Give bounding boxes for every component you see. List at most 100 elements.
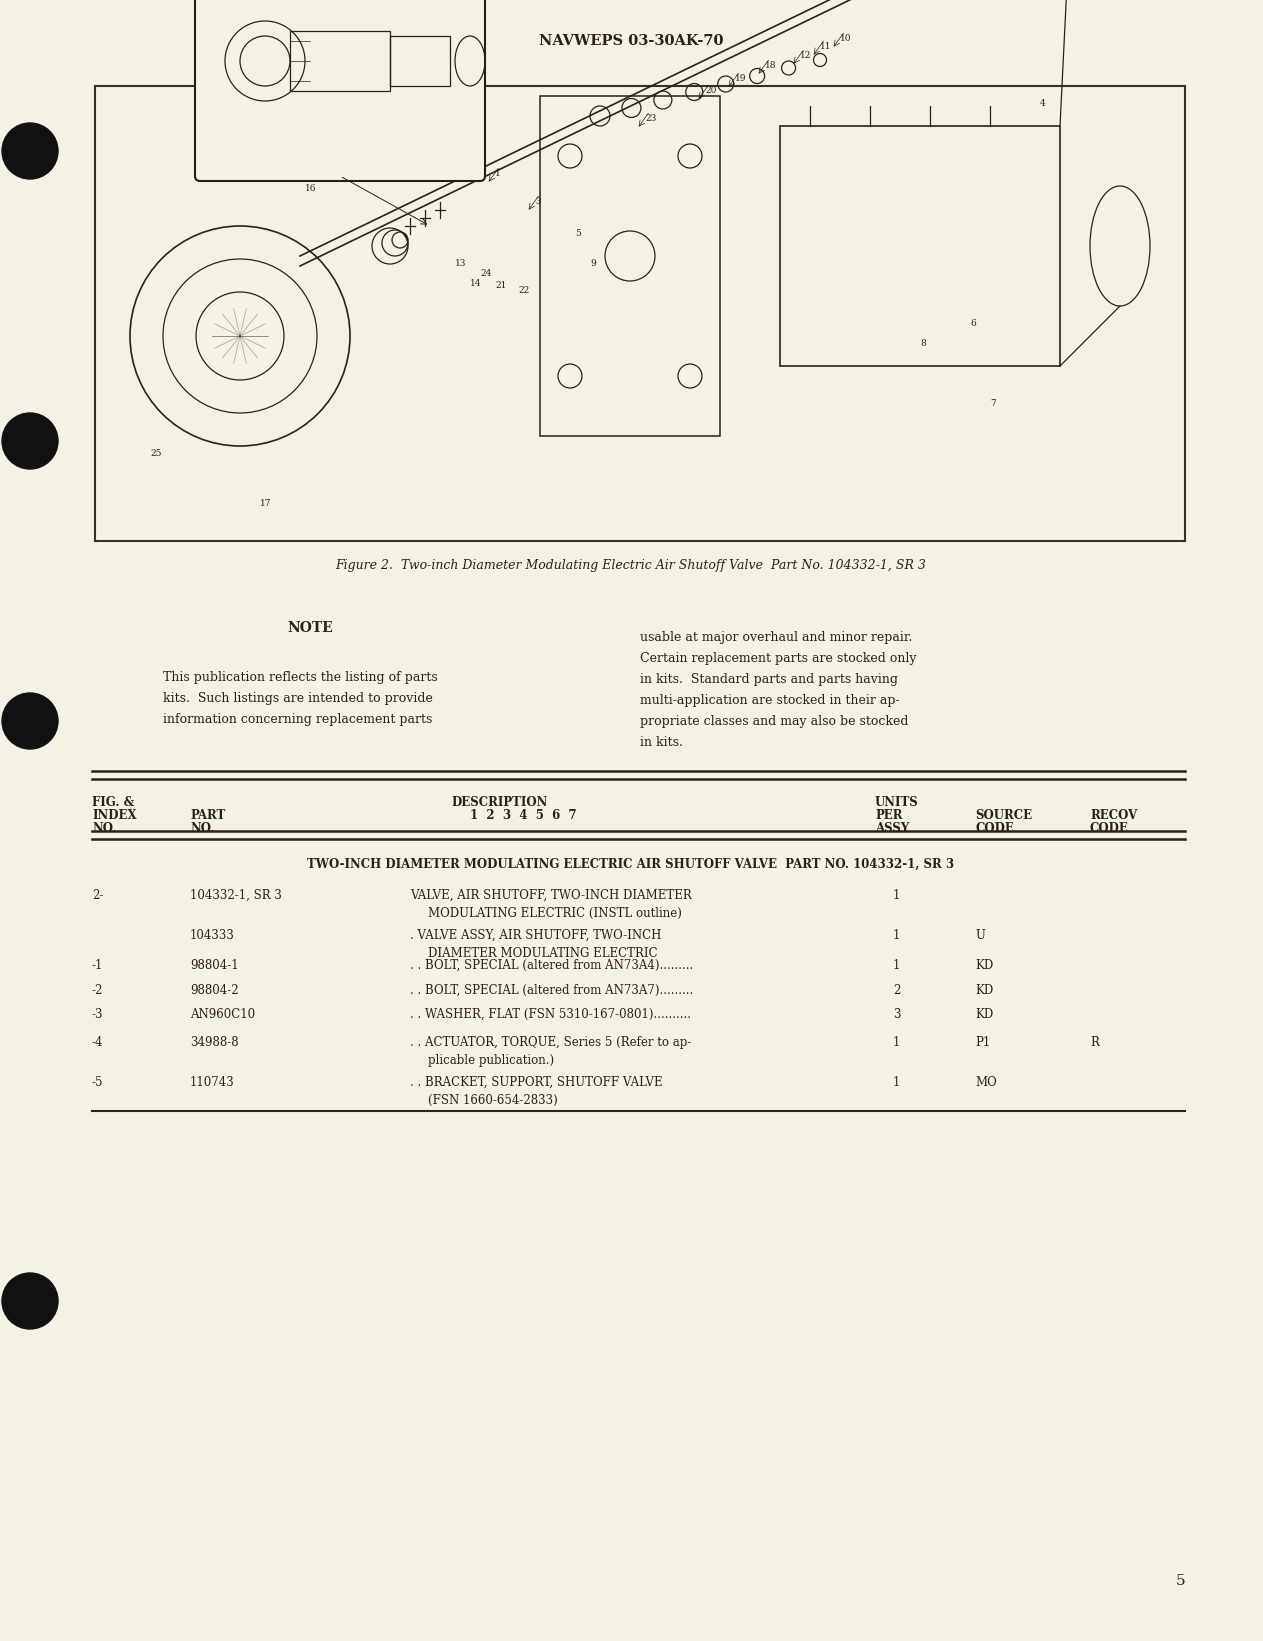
- Text: INDEX: INDEX: [92, 809, 136, 822]
- Text: FIG. &: FIG. &: [92, 796, 134, 809]
- Text: 22: 22: [518, 286, 529, 295]
- Text: TWO-INCH DIAMETER MODULATING ELECTRIC AIR SHUTOFF VALVE  PART NO. 104332-1, SR 3: TWO-INCH DIAMETER MODULATING ELECTRIC AI…: [307, 858, 955, 871]
- Text: 18: 18: [765, 61, 777, 71]
- Text: 2-: 2-: [92, 889, 104, 903]
- Text: in kits.: in kits.: [640, 737, 683, 748]
- Text: 20: 20: [705, 85, 716, 95]
- Text: 15: 15: [275, 174, 287, 184]
- Text: 14: 14: [470, 279, 481, 289]
- Bar: [390, 36, 450, 85]
- Bar: [290, 31, 390, 90]
- Text: MO: MO: [975, 1076, 997, 1090]
- Text: AN960C10: AN960C10: [189, 1008, 255, 1021]
- Text: RECOV: RECOV: [1090, 809, 1137, 822]
- Text: -1: -1: [92, 958, 104, 971]
- Text: 110743: 110743: [189, 1076, 235, 1090]
- Text: KD: KD: [975, 985, 993, 998]
- Bar: [541, 97, 720, 437]
- Text: (FSN 1660-654-2833): (FSN 1660-654-2833): [428, 1095, 558, 1108]
- Text: 24: 24: [480, 269, 491, 277]
- Text: multi-application are stocked in their ap-: multi-application are stocked in their a…: [640, 694, 899, 707]
- Text: 9: 9: [590, 259, 596, 267]
- Text: KD: KD: [975, 958, 993, 971]
- Text: CODE: CODE: [975, 822, 1014, 835]
- Circle shape: [3, 414, 58, 469]
- Text: propriate classes and may also be stocked: propriate classes and may also be stocke…: [640, 715, 908, 729]
- Circle shape: [3, 123, 58, 179]
- Text: DESCRIPTION: DESCRIPTION: [452, 796, 548, 809]
- Text: 1  2  3  4  5  6  7: 1 2 3 4 5 6 7: [470, 809, 577, 822]
- Text: U: U: [975, 929, 985, 942]
- Text: 6: 6: [970, 318, 976, 328]
- Text: kits.  Such listings are intended to provide: kits. Such listings are intended to prov…: [163, 693, 433, 706]
- Text: NO.: NO.: [189, 822, 215, 835]
- Text: 34988-8: 34988-8: [189, 1035, 239, 1049]
- Text: 1: 1: [495, 169, 500, 177]
- FancyBboxPatch shape: [195, 0, 485, 181]
- Text: 17: 17: [260, 499, 272, 509]
- Text: 19: 19: [735, 74, 746, 84]
- Text: SOURCE: SOURCE: [975, 809, 1032, 822]
- Text: 5: 5: [1176, 1574, 1185, 1588]
- Text: . . ACTUATOR, TORQUE, Series 5 (Refer to ap-: . . ACTUATOR, TORQUE, Series 5 (Refer to…: [410, 1035, 691, 1049]
- Text: 4: 4: [1039, 98, 1046, 108]
- Bar: [95, 85, 1185, 542]
- Text: information concerning replacement parts: information concerning replacement parts: [163, 712, 432, 725]
- Text: NAVWEPS 03-30AK-70: NAVWEPS 03-30AK-70: [539, 34, 724, 48]
- Text: 3: 3: [893, 1008, 901, 1021]
- Text: 3: 3: [536, 197, 541, 207]
- Text: . . BRACKET, SUPPORT, SHUTOFF VALVE: . . BRACKET, SUPPORT, SHUTOFF VALVE: [410, 1076, 663, 1090]
- Text: 2: 2: [893, 985, 901, 998]
- Text: CODE: CODE: [1090, 822, 1129, 835]
- Bar: [781, 126, 1060, 366]
- Text: 5: 5: [575, 230, 581, 238]
- Circle shape: [3, 1273, 58, 1329]
- Text: 12: 12: [799, 51, 811, 61]
- Text: R: R: [1090, 1035, 1099, 1049]
- Text: 7: 7: [990, 399, 995, 409]
- Text: P1: P1: [975, 1035, 990, 1049]
- Text: 8: 8: [919, 340, 926, 348]
- Text: -3: -3: [92, 1008, 104, 1021]
- Text: Certain replacement parts are stocked only: Certain replacement parts are stocked on…: [640, 651, 917, 665]
- Text: MODULATING ELECTRIC (INSTL outline): MODULATING ELECTRIC (INSTL outline): [428, 907, 682, 921]
- Text: VALVE, AIR SHUTOFF, TWO-INCH DIAMETER: VALVE, AIR SHUTOFF, TWO-INCH DIAMETER: [410, 889, 692, 903]
- Text: 104333: 104333: [189, 929, 235, 942]
- Text: DIAMETER MODULATING ELECTRIC: DIAMETER MODULATING ELECTRIC: [428, 947, 658, 960]
- Text: 11: 11: [820, 43, 831, 51]
- Text: in kits.  Standard parts and parts having: in kits. Standard parts and parts having: [640, 673, 898, 686]
- Text: This publication reflects the listing of parts: This publication reflects the listing of…: [163, 671, 438, 684]
- Text: -2: -2: [92, 985, 104, 998]
- Text: . VALVE ASSY, AIR SHUTOFF, TWO-INCH: . VALVE ASSY, AIR SHUTOFF, TWO-INCH: [410, 929, 662, 942]
- Text: plicable publication.): plicable publication.): [428, 1054, 554, 1067]
- Text: 16: 16: [304, 184, 317, 194]
- Text: 21: 21: [495, 281, 506, 290]
- Text: Figure 2.  Two-inch Diameter Modulating Electric Air Shutoff Valve  Part No. 104: Figure 2. Two-inch Diameter Modulating E…: [336, 560, 927, 573]
- Text: 13: 13: [455, 259, 466, 267]
- Text: 1: 1: [893, 889, 901, 903]
- Text: PART: PART: [189, 809, 225, 822]
- Text: 104332-1, SR 3: 104332-1, SR 3: [189, 889, 282, 903]
- Text: 3: 3: [357, 164, 364, 172]
- Text: -5: -5: [92, 1076, 104, 1090]
- Text: 23: 23: [645, 113, 657, 123]
- Text: 1: 1: [893, 1076, 901, 1090]
- Text: 1: 1: [893, 958, 901, 971]
- Text: usable at major overhaul and minor repair.: usable at major overhaul and minor repai…: [640, 632, 912, 643]
- Text: . . WASHER, FLAT (FSN 5310-167-0801)..........: . . WASHER, FLAT (FSN 5310-167-0801)....…: [410, 1008, 691, 1021]
- Text: 98804-2: 98804-2: [189, 985, 239, 998]
- Text: ASSY: ASSY: [875, 822, 909, 835]
- Text: 2: 2: [340, 174, 346, 184]
- Text: NOTE: NOTE: [287, 620, 333, 635]
- Text: NO.: NO.: [92, 822, 116, 835]
- Text: PER: PER: [875, 809, 903, 822]
- Text: 25: 25: [150, 450, 162, 458]
- Text: 10: 10: [840, 34, 851, 43]
- Text: -4: -4: [92, 1035, 104, 1049]
- Text: UNITS: UNITS: [875, 796, 918, 809]
- Circle shape: [3, 693, 58, 748]
- Text: 98804-1: 98804-1: [189, 958, 239, 971]
- Text: . . BOLT, SPECIAL (altered from AN73A7).........: . . BOLT, SPECIAL (altered from AN73A7).…: [410, 985, 693, 998]
- Text: 1: 1: [893, 1035, 901, 1049]
- Text: 1: 1: [893, 929, 901, 942]
